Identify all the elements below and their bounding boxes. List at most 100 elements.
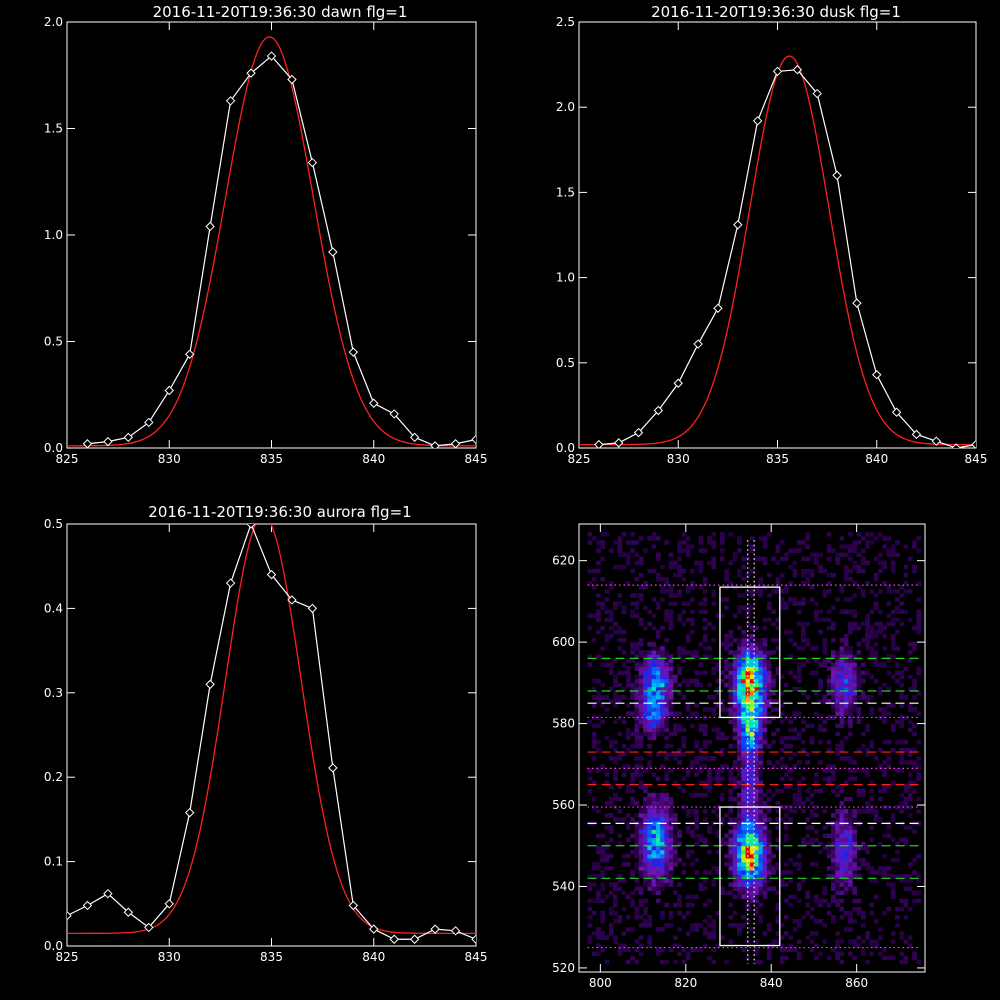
heatmap-pixel (694, 825, 699, 829)
heatmap-pixel (703, 601, 708, 605)
heatmap-pixel (844, 662, 849, 666)
heatmap-pixel (801, 646, 806, 650)
heatmap-pixel (724, 683, 729, 687)
heatmap-pixel (852, 899, 857, 903)
heatmap-pixel (729, 903, 734, 907)
heatmap-pixel (827, 854, 832, 858)
heatmap-pixel (647, 919, 652, 923)
heatmap-pixel (861, 809, 866, 813)
heatmap-pixel (899, 907, 904, 911)
heatmap-pixel (626, 813, 631, 817)
heatmap-pixel (669, 809, 674, 813)
heatmap-pixel (916, 667, 921, 671)
heatmap-pixel (848, 675, 853, 679)
heatmap-pixel (784, 630, 789, 634)
heatmap-pixel (891, 638, 896, 642)
heatmap-pixel (639, 585, 644, 589)
heatmap-pixel (831, 683, 836, 687)
heatmap-pixel (724, 569, 729, 573)
heatmap-pixel (887, 882, 892, 886)
heatmap-pixel (660, 667, 665, 671)
heatmap-pixel (758, 891, 763, 895)
heatmap-pixel (741, 679, 746, 683)
heatmap-pixel (852, 939, 857, 943)
heatmap-pixel (848, 870, 853, 874)
heatmap-pixel (669, 618, 674, 622)
heatmap-pixel (780, 956, 785, 960)
heatmap-pixel (609, 813, 614, 817)
heatmap-pixel (857, 626, 862, 630)
heatmap-pixel (711, 948, 716, 952)
heatmap-pixel (660, 589, 665, 593)
heatmap-pixel (805, 638, 810, 642)
heatmap-pixel (763, 642, 768, 646)
heatmap-pixel (797, 866, 802, 870)
heatmap-pixel (669, 667, 674, 671)
heatmap-pixel (737, 891, 742, 895)
heatmap-pixel (758, 724, 763, 728)
heatmap-pixel (801, 662, 806, 666)
heatmap-pixel (840, 744, 845, 748)
heatmap-pixel (852, 760, 857, 764)
heatmap-pixel (647, 817, 652, 821)
heatmap-pixel (916, 630, 921, 634)
heatmap-pixel (831, 626, 836, 630)
heatmap-pixel (861, 671, 866, 675)
heatmap-pixel (763, 829, 768, 833)
heatmap-pixel (788, 895, 793, 899)
heatmap-pixel (899, 585, 904, 589)
heatmap-pixel (844, 658, 849, 662)
heatmap-pixel (835, 675, 840, 679)
heatmap-pixel (887, 622, 892, 626)
heatmap-pixel (660, 675, 665, 679)
dusk-ytick-label: 2.0 (556, 100, 575, 114)
heatmap-pixel (677, 724, 682, 728)
heatmap-pixel (887, 834, 892, 838)
heatmap-pixel (643, 683, 648, 687)
heatmap-pixel (741, 565, 746, 569)
heatmap-pixel (652, 862, 657, 866)
heatmap-pixel (724, 605, 729, 609)
heatmap-pixel (882, 634, 887, 638)
heatmap-pixel (660, 801, 665, 805)
heatmap-pixel (729, 858, 734, 862)
heatmap-pixel (763, 858, 768, 862)
heatmap-pixel (869, 939, 874, 943)
heatmap-pixel (908, 886, 913, 890)
heatmap-pixel (891, 569, 896, 573)
heatmap-pixel (758, 638, 763, 642)
heatmap-pixel (805, 658, 810, 662)
heatmap-pixel (784, 931, 789, 935)
heatmap-pixel (865, 671, 870, 675)
dawn-xtick-label: 835 (260, 452, 283, 466)
heatmap-pixel (904, 903, 909, 907)
heatmap-pixel (699, 671, 704, 675)
heatmap-pixel (882, 626, 887, 630)
heatmap-pixel (848, 630, 853, 634)
heatmap-pixel (874, 573, 879, 577)
heatmap-pixel (630, 899, 635, 903)
heatmap-pixel (754, 557, 759, 561)
heatmap-pixel (596, 891, 601, 895)
heatmap-pixel (771, 679, 776, 683)
heatmap-pixel (596, 699, 601, 703)
heatmap-pixel (733, 553, 738, 557)
heatmap-pixel (660, 927, 665, 931)
heatmap-pixel (801, 777, 806, 781)
heatmap-pixel (754, 829, 759, 833)
heatmap-pixel (635, 683, 640, 687)
heatmap-pixel (797, 540, 802, 544)
heatmap-pixel (763, 650, 768, 654)
heatmap-pixel (652, 829, 657, 833)
heatmap-pixel (848, 813, 853, 817)
heatmap-pixel (767, 850, 772, 854)
heatmap-pixel (822, 662, 827, 666)
heatmap-pixel (652, 809, 657, 813)
heatmap-pixel (818, 789, 823, 793)
heatmap-pixel (771, 557, 776, 561)
heatmap-pixel (797, 646, 802, 650)
heatmap-pixel (904, 789, 909, 793)
heatmap-pixel (686, 956, 691, 960)
heatmap-pixel (660, 829, 665, 833)
heatmap-pixel (780, 740, 785, 744)
